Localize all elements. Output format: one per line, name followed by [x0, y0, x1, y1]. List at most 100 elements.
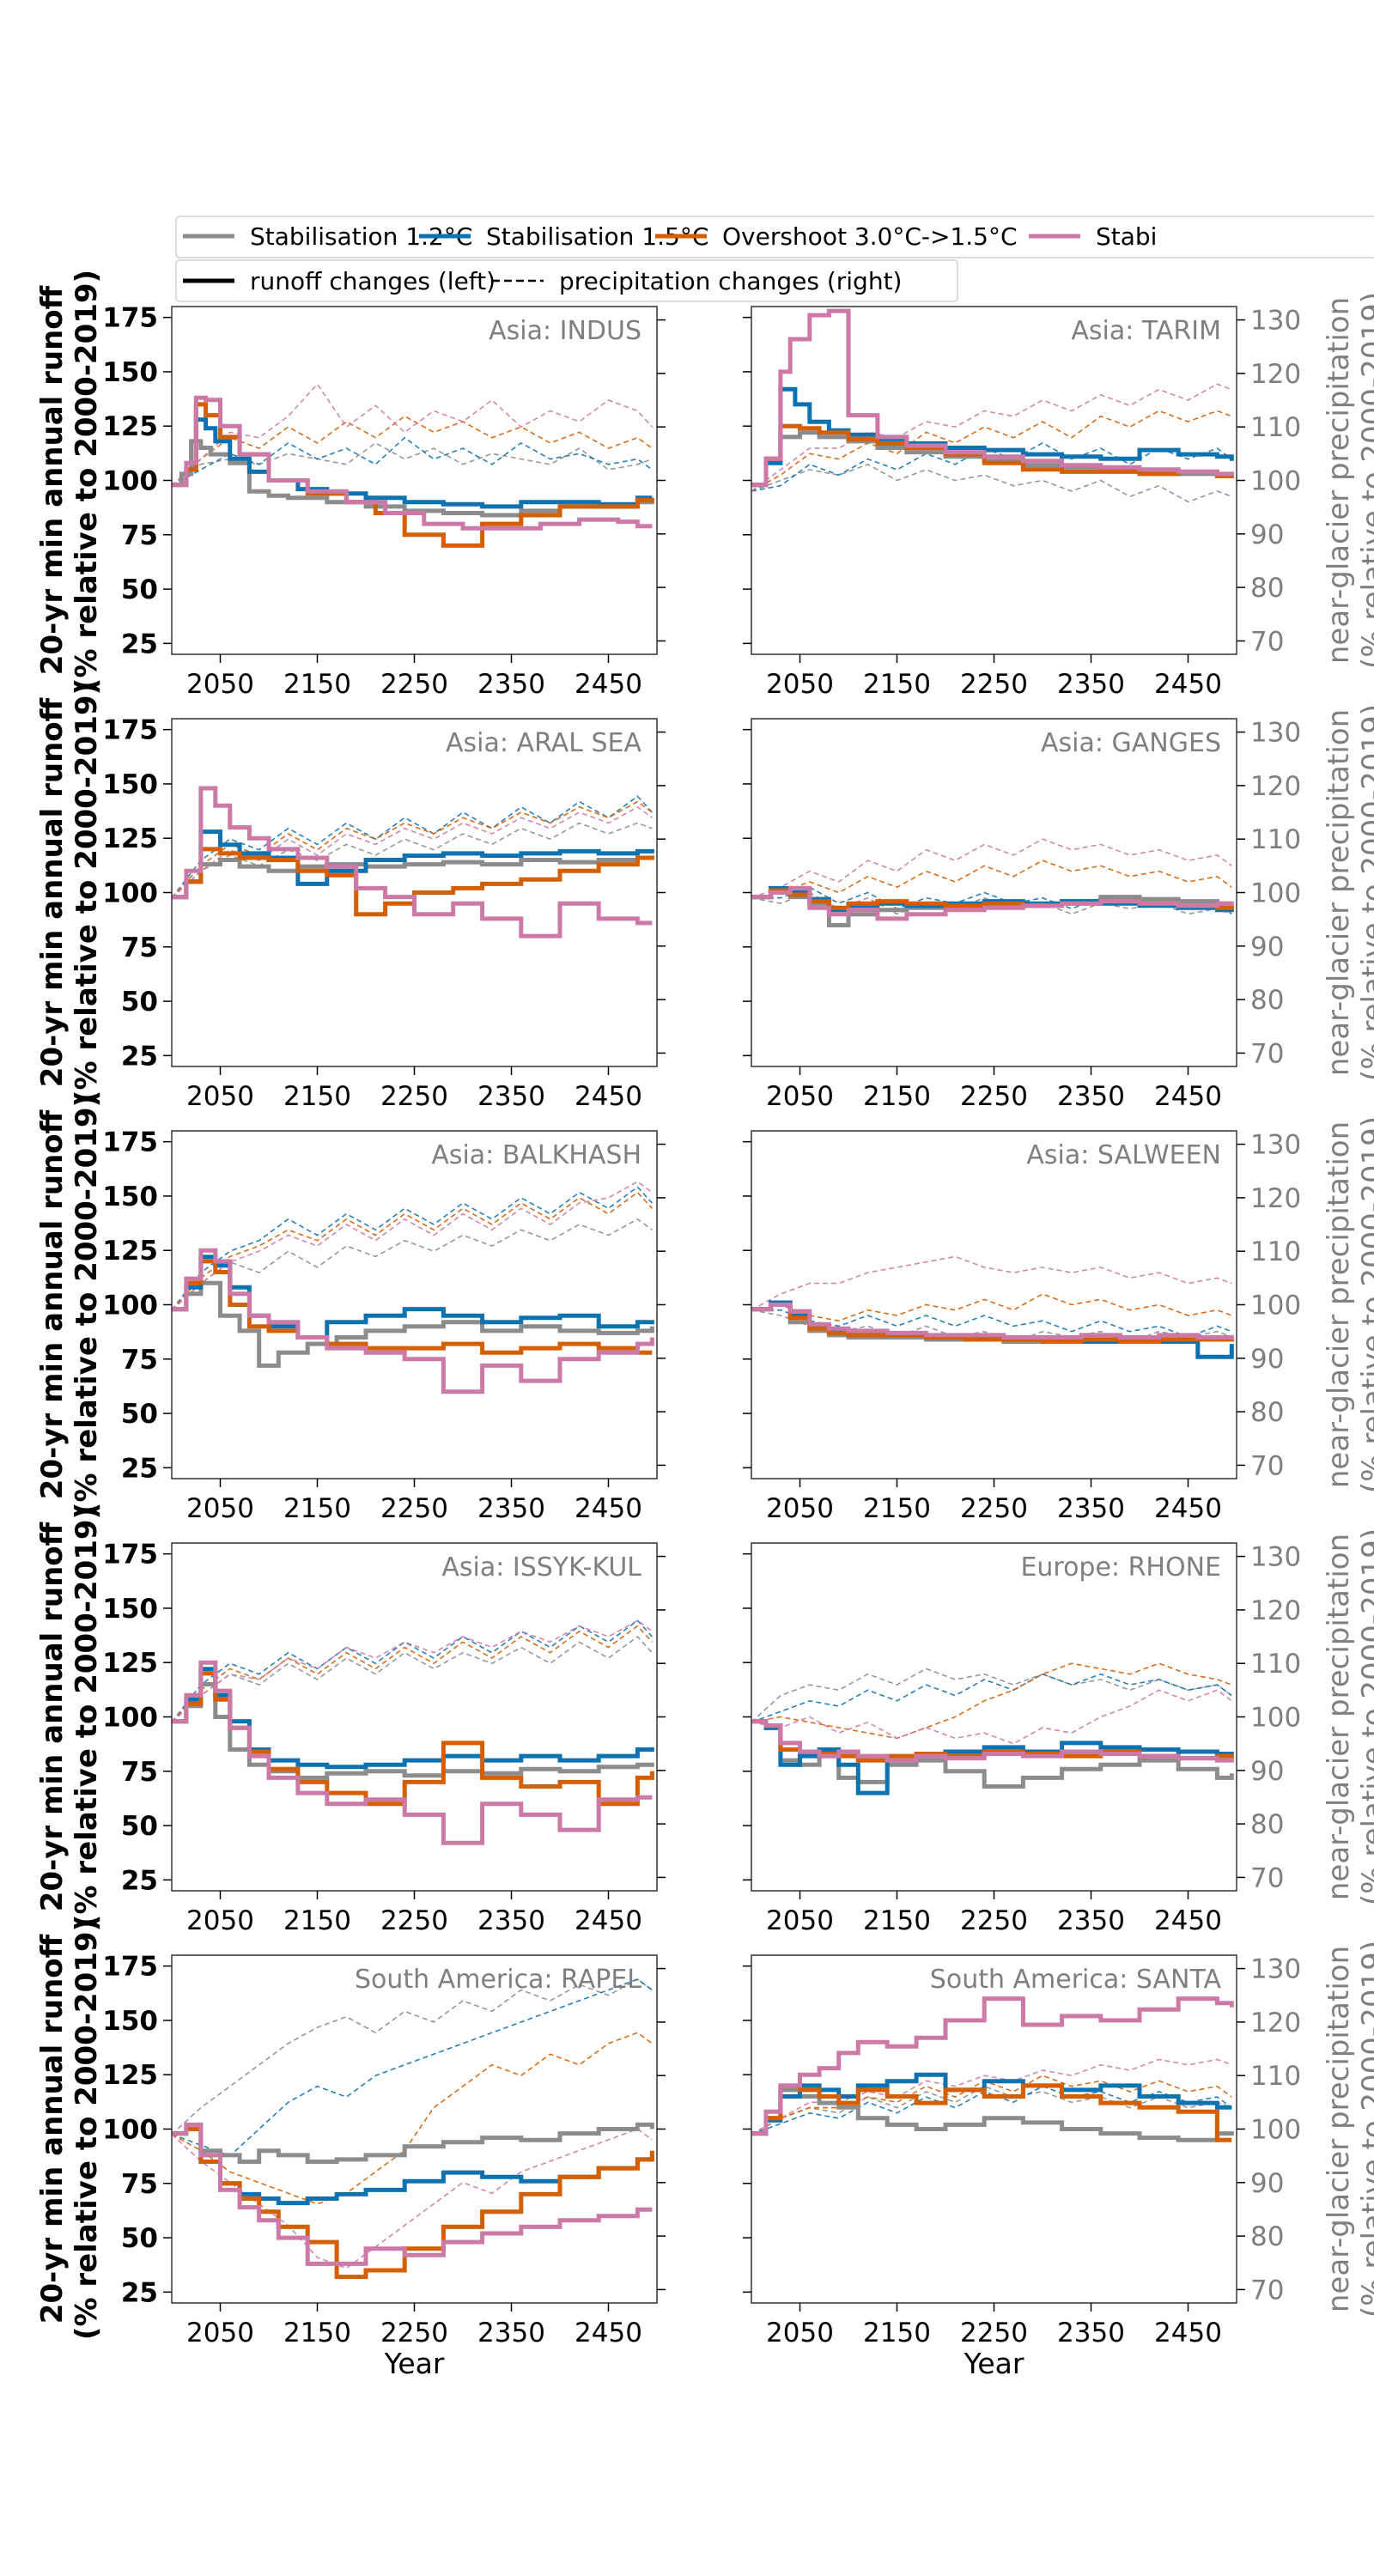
y-tick-label-left-4-2: 75	[121, 1345, 158, 1376]
panel-5: 2050 2150 2250 2350 2450 70 80 90 100 110 120 130 As…	[743, 1130, 1301, 1524]
precip-line-4-3	[172, 1181, 653, 1311]
panel-plot-6	[172, 1619, 654, 1845]
x-tick-label-4-4: 2450	[575, 1493, 642, 1524]
y-tick-label-right-7-3: 100	[1250, 1703, 1301, 1734]
panel-plot-8	[172, 1978, 654, 2280]
x-tick-label-3-1: 2150	[863, 1081, 931, 1112]
panel-title-0: Asia: INDUS	[489, 316, 641, 346]
legend-label-2: Overshoot 3.0°C->1.5°C	[722, 222, 1018, 251]
precip-line-2-3	[172, 805, 653, 899]
precip-line-5-3	[751, 1255, 1232, 1311]
x-tick-label-9-2: 2250	[960, 2318, 1028, 2348]
y-tick-label-left-0-0: 25	[121, 629, 158, 659]
panel-plot-2	[172, 786, 654, 939]
precip-line-1-0	[751, 463, 1232, 503]
legend-label-3: Stabi	[1096, 222, 1157, 251]
x-tick-label-9-4: 2450	[1154, 2318, 1222, 2348]
precip-line-0-2	[172, 415, 653, 487]
y-tick-label-right-7-1: 80	[1250, 1809, 1284, 1840]
precip-line-2-1	[172, 795, 653, 899]
y-tick-label-left-6-3: 100	[102, 1703, 158, 1734]
y-tick-label-left-8-6: 175	[102, 1952, 158, 1983]
y-axis-label-left-line-3-1: (% relative to 2000-2019)	[70, 1506, 104, 1928]
precip-line-6-2	[172, 1625, 653, 1723]
y-tick-label-right-1-4: 110	[1250, 412, 1301, 443]
y-axis-label-right-line-1-1: (% relative to 2000-2019)	[1356, 704, 1374, 1081]
y-axis-label-left-line-2-1: (% relative to 2000-2019)	[70, 1094, 104, 1516]
panel-title-9: South America: SANTA	[930, 1965, 1222, 1995]
panel-title-5: Asia: SALWEEN	[1026, 1140, 1221, 1170]
y-tick-label-left-8-0: 25	[121, 2277, 158, 2308]
x-tick-label-9-0: 2050	[766, 2318, 834, 2348]
y-tick-label-right-1-1: 80	[1250, 573, 1284, 604]
panel-title-1: Asia: TARIM	[1071, 316, 1221, 346]
x-tick-label-5-3: 2350	[1057, 1493, 1125, 1524]
y-axis-label-left-line-0-0: 20-yr min annual runoff	[35, 285, 70, 675]
y-tick-label-right-9-6: 130	[1250, 1954, 1301, 1985]
x-tick-label-3-2: 2250	[960, 1081, 1028, 1112]
panel-plot-0	[172, 383, 654, 548]
y-axis-label-right-line-2-0: near-glacier precipitation	[1322, 1121, 1356, 1488]
x-axis-label-0: Year	[384, 2347, 445, 2380]
y-tick-label-left-6-6: 175	[102, 1540, 158, 1571]
y-axis-label-right-2: near-glacier precipitation(% relative to…	[1322, 1116, 1374, 1493]
y-tick-label-right-7-6: 130	[1250, 1542, 1301, 1573]
panel-plot-3	[751, 838, 1234, 927]
y-tick-label-right-5-3: 100	[1250, 1291, 1301, 1321]
y-axis-label-left-line-4-0: 20-yr min annual runoff	[35, 1934, 70, 2324]
y-tick-label-right-9-1: 80	[1250, 2221, 1284, 2252]
y-axis-label-right-line-0-0: near-glacier precipitation	[1322, 297, 1356, 664]
precip-line-7-3	[751, 1689, 1232, 1745]
y-tick-label-left-6-4: 125	[102, 1648, 158, 1679]
y-axis-label-left-4: 20-yr min annual runoff(% relative to 20…	[35, 1918, 104, 2340]
y-axis-label-right-line-0-1: (% relative to 2000-2019)	[1356, 292, 1374, 669]
x-tick-label-0-0: 2050	[186, 669, 254, 700]
y-tick-label-left-6-1: 50	[121, 1811, 158, 1842]
runoff-line-7-3	[751, 1719, 1234, 1763]
y-axis-label-right-line-3-0: near-glacier precipitation	[1322, 1534, 1356, 1900]
panel-7: 2050 2150 2250 2350 2450 70 80 90 100 110 120 130 Eu…	[743, 1542, 1301, 1936]
y-tick-label-left-8-1: 50	[121, 2223, 158, 2254]
runoff-line-6-1	[172, 1667, 654, 1770]
x-tick-label-4-3: 2350	[477, 1493, 545, 1524]
runoff-line-4-2	[172, 1259, 653, 1355]
y-tick-label-left-0-3: 100	[102, 466, 158, 497]
y-tick-label-right-3-0: 70	[1250, 1038, 1284, 1069]
x-tick-label-0-1: 2150	[283, 669, 351, 700]
y-tick-label-right-5-4: 110	[1250, 1236, 1301, 1267]
runoff-line-5-2	[751, 1303, 1234, 1344]
y-tick-label-left-2-0: 25	[121, 1041, 158, 1072]
panel-title-7: Europe: RHONE	[1020, 1552, 1221, 1583]
precip-line-9-0	[751, 2085, 1232, 2136]
y-tick-label-right-9-5: 120	[1250, 2008, 1301, 2038]
x-tick-label-7-3: 2350	[1057, 1905, 1125, 1936]
panel-plot-1	[751, 308, 1234, 503]
y-axis-label-left-2: 20-yr min annual runoff(% relative to 20…	[35, 1094, 104, 1516]
panel-frame-3	[751, 718, 1237, 1067]
y-tick-label-right-3-4: 110	[1250, 824, 1301, 855]
x-tick-label-0-3: 2350	[477, 669, 545, 700]
precip-line-9-2	[751, 2075, 1232, 2136]
panel-frame-5	[751, 1130, 1237, 1479]
precip-line-8-2	[172, 2032, 653, 2205]
x-tick-label-2-0: 2050	[186, 1081, 254, 1112]
precip-line-2-0	[172, 822, 653, 899]
panel-frame-8	[171, 1954, 658, 2304]
y-tick-label-left-0-6: 175	[102, 303, 158, 334]
x-tick-label-5-1: 2150	[863, 1493, 931, 1524]
panel-plot-7	[751, 1662, 1234, 1795]
x-tick-label-9-1: 2150	[863, 2318, 931, 2348]
precip-line-7-2	[751, 1662, 1232, 1740]
y-axis-label-left-line-4-1: (% relative to 2000-2019)	[70, 1918, 104, 2340]
runoff-line-2-3	[172, 786, 653, 939]
x-tick-label-4-1: 2150	[283, 1493, 351, 1524]
precip-line-6-0	[172, 1635, 653, 1723]
y-tick-label-right-3-5: 120	[1250, 771, 1301, 802]
y-axis-label-right-3: near-glacier precipitation(% relative to…	[1322, 1528, 1374, 1905]
y-tick-label-right-1-5: 120	[1250, 359, 1301, 390]
